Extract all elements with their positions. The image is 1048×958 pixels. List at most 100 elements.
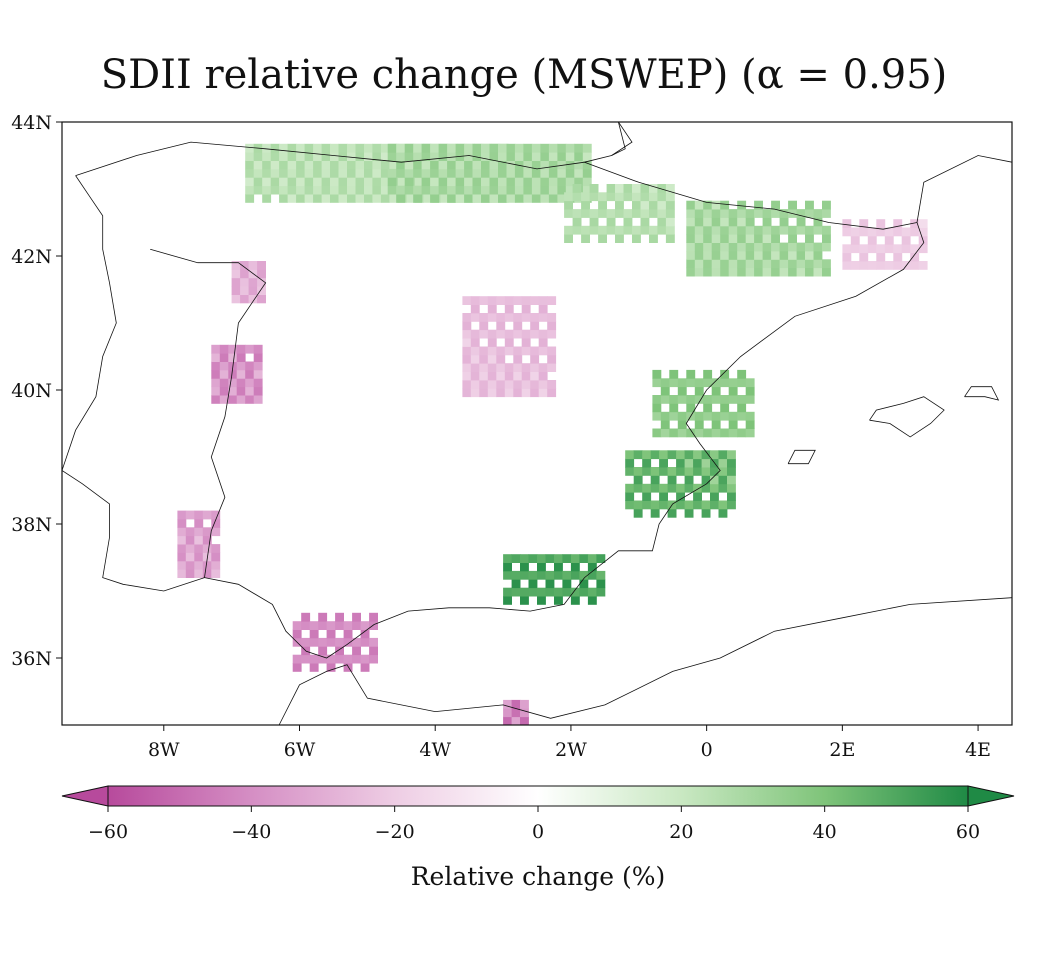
data-cell xyxy=(632,200,641,210)
data-cell xyxy=(506,177,516,187)
data-cell xyxy=(547,388,557,398)
data-cell xyxy=(710,475,719,485)
data-cell xyxy=(657,217,667,227)
data-cell xyxy=(296,143,305,153)
data-cell xyxy=(343,637,353,647)
data-cell xyxy=(540,185,550,195)
data-cell xyxy=(557,160,567,170)
data-cell xyxy=(321,143,331,153)
data-cell xyxy=(355,168,365,178)
data-cell xyxy=(301,612,311,622)
data-cell xyxy=(287,143,297,153)
data-cell xyxy=(487,363,497,372)
data-cell xyxy=(530,313,540,322)
data-cell xyxy=(727,500,736,510)
data-cell xyxy=(464,185,473,195)
data-cell xyxy=(805,225,814,235)
data-cell xyxy=(623,217,633,227)
data-cell xyxy=(404,177,414,187)
data-cell xyxy=(867,244,877,254)
data-cell xyxy=(309,621,319,630)
data-cell xyxy=(202,560,212,570)
data-cell xyxy=(718,450,728,460)
data-cell xyxy=(479,380,489,389)
data-cell xyxy=(745,259,755,269)
data-cell xyxy=(762,209,772,218)
data-cell xyxy=(309,629,319,639)
data-cell xyxy=(762,225,772,235)
data-cell xyxy=(574,177,584,187)
data-cell xyxy=(667,450,677,460)
data-cell xyxy=(720,395,730,404)
data-cell xyxy=(279,185,288,195)
data-cell xyxy=(720,378,730,388)
data-cell xyxy=(745,395,755,404)
data-cell xyxy=(279,177,288,187)
data-cell xyxy=(684,483,694,493)
data-cell xyxy=(421,177,431,187)
data-cell xyxy=(711,251,721,260)
data-cell xyxy=(430,160,439,170)
data-cell xyxy=(598,225,607,235)
data-cell xyxy=(813,251,823,260)
data-cell xyxy=(330,160,339,170)
data-cell xyxy=(667,508,677,518)
data-cell xyxy=(589,184,599,193)
data-cell xyxy=(292,663,302,672)
data-cell xyxy=(684,500,694,510)
data-cell xyxy=(387,143,397,153)
data-cell xyxy=(703,225,713,235)
data-cell xyxy=(498,152,507,161)
data-cell xyxy=(236,353,246,362)
data-cell xyxy=(633,500,643,510)
data-cell xyxy=(313,168,322,178)
data-cell xyxy=(321,152,331,161)
data-cell xyxy=(728,234,738,243)
data-cell xyxy=(596,570,606,580)
data-cell xyxy=(703,369,713,379)
data-cell xyxy=(413,152,423,161)
data-cell xyxy=(257,286,266,295)
data-cell xyxy=(842,252,852,262)
data-cell xyxy=(701,475,711,485)
data-cell xyxy=(718,475,728,485)
data-cell xyxy=(615,200,624,210)
data-cell xyxy=(910,252,920,262)
data-cell xyxy=(754,259,763,269)
data-cell xyxy=(686,209,696,218)
data-cell xyxy=(538,304,548,314)
data-cell xyxy=(245,344,255,354)
data-cell xyxy=(867,227,877,237)
data-cell xyxy=(771,259,780,269)
data-cell xyxy=(287,160,297,170)
data-cell xyxy=(564,192,573,202)
colorbar-label: Relative change (%) xyxy=(410,862,666,891)
data-cell xyxy=(665,217,675,227)
colorbar-tick-label: −20 xyxy=(375,821,415,843)
data-cell xyxy=(650,467,660,476)
data-cell xyxy=(397,177,407,187)
data-cell xyxy=(503,699,512,709)
data-cell xyxy=(470,346,480,356)
data-cell xyxy=(523,185,533,195)
data-cell xyxy=(479,321,489,331)
data-cell xyxy=(640,192,650,202)
data-cell xyxy=(287,168,297,178)
data-cell xyxy=(462,380,472,389)
data-cell xyxy=(728,267,738,277)
data-cell xyxy=(514,185,524,195)
data-cell xyxy=(538,313,548,322)
data-cell xyxy=(270,143,280,153)
data-cell xyxy=(737,225,747,235)
data-cell xyxy=(867,235,877,245)
data-cell xyxy=(523,194,533,203)
data-cell xyxy=(557,194,567,203)
data-cell xyxy=(523,143,533,153)
data-cell xyxy=(313,143,322,153)
data-cell xyxy=(728,428,738,438)
data-cell xyxy=(530,371,540,381)
data-cell xyxy=(596,587,606,597)
data-cell xyxy=(632,209,641,218)
data-cell xyxy=(640,184,650,193)
data-cell xyxy=(496,346,506,356)
